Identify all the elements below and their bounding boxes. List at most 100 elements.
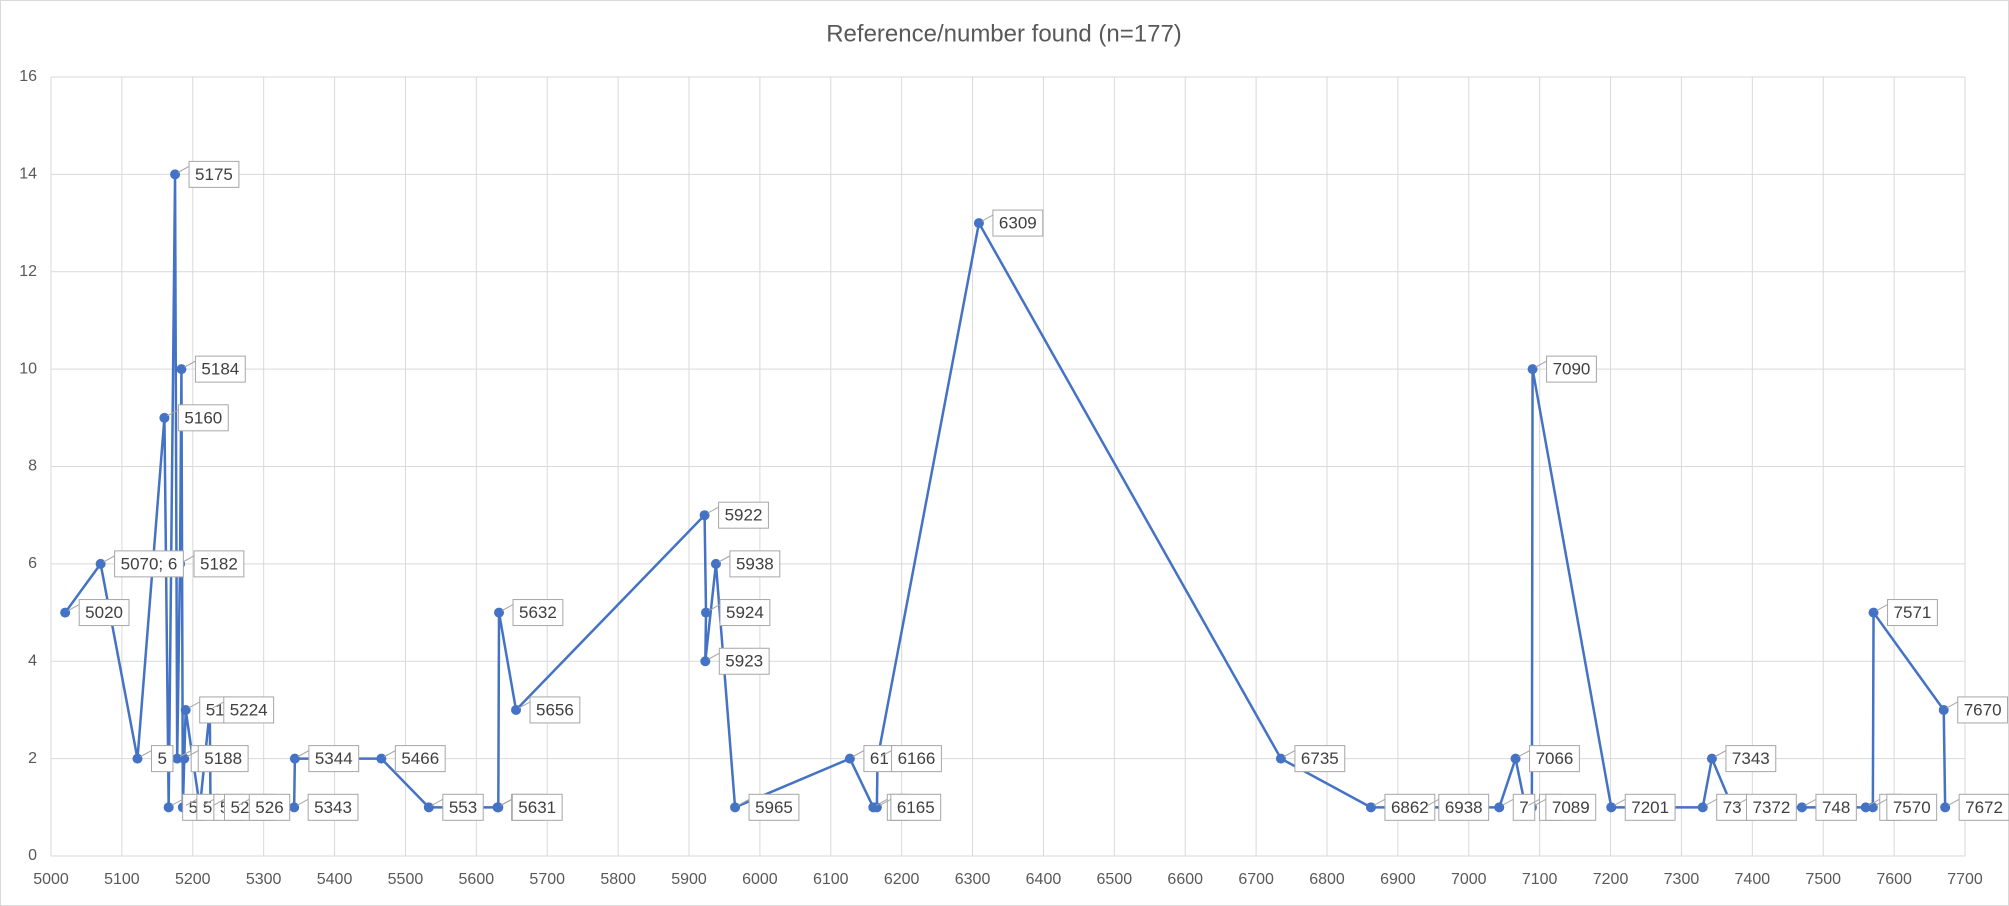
data-label-box	[197, 745, 249, 773]
data-point	[289, 753, 300, 764]
data-point	[1860, 802, 1871, 813]
label-leader	[1535, 360, 1547, 368]
data-label-box	[1384, 793, 1436, 821]
label-leader	[1534, 798, 1547, 806]
data-point	[170, 169, 181, 180]
x-tick-label: 5600	[459, 871, 495, 888]
label-leader	[1283, 750, 1296, 758]
y-tick-label: 2	[28, 750, 37, 767]
data-label-box	[1745, 793, 1797, 821]
data-point	[701, 607, 712, 618]
label-leader	[184, 360, 196, 368]
label-leader	[212, 701, 225, 709]
x-tick-label: 7100	[1522, 871, 1558, 888]
x-tick-label: 5200	[175, 871, 211, 888]
label-leader	[1427, 798, 1440, 806]
data-label: 6166	[898, 749, 936, 768]
data-label-box	[992, 209, 1044, 237]
x-tick-label: 6700	[1238, 871, 1274, 888]
y-tick-label: 8	[28, 458, 37, 475]
label-leader	[213, 798, 225, 806]
label-leader	[1614, 798, 1626, 806]
label-leader	[981, 214, 994, 222]
x-tick-label: 7400	[1735, 871, 1771, 888]
label-leader	[67, 604, 80, 612]
data-label: 73	[1723, 798, 1742, 817]
data-label: 5184	[201, 360, 239, 379]
data-point	[973, 218, 984, 229]
data-point	[1796, 802, 1807, 813]
data-label: 5	[203, 798, 212, 817]
data-label: 5924	[726, 603, 764, 622]
data-point	[871, 802, 882, 813]
label-leader	[1528, 798, 1540, 806]
label-leader	[852, 750, 865, 758]
label-leader	[1946, 701, 1958, 709]
x-tick-label: 5400	[317, 871, 353, 888]
y-tick-label: 16	[19, 68, 37, 85]
data-label: 5923	[725, 652, 763, 671]
data-label: 5965	[755, 798, 793, 817]
x-tick-label: 5500	[388, 871, 424, 888]
x-tick-label: 6300	[955, 871, 991, 888]
data-label-box	[1294, 745, 1346, 773]
data-label-box	[114, 550, 184, 578]
x-tick-label: 6000	[742, 871, 778, 888]
data-label-box	[193, 550, 245, 578]
label-leader	[1804, 798, 1817, 806]
x-tick-label: 5000	[33, 871, 69, 888]
data-label-box	[718, 647, 770, 675]
data-label: 5020	[85, 603, 123, 622]
x-tick-label: 6600	[1167, 871, 1203, 888]
data-label-box	[223, 696, 275, 724]
label-leader	[238, 798, 250, 806]
label-leader	[1947, 798, 1960, 806]
data-label: 5466	[401, 749, 439, 768]
chart-title: Reference/number found (n=177)	[826, 20, 1182, 47]
data-point	[493, 802, 504, 813]
label-leader	[384, 750, 396, 758]
x-tick-label: 6800	[1309, 871, 1345, 888]
data-point	[1494, 802, 1505, 813]
data-label: 5188	[204, 749, 242, 768]
data-label: 5632	[519, 603, 557, 622]
label-leader	[182, 555, 195, 563]
data-label-box	[1886, 793, 1938, 821]
data-point	[844, 753, 855, 764]
label-leader	[187, 750, 199, 758]
data-point	[172, 753, 183, 764]
label-leader	[876, 798, 888, 806]
data-label-box	[1716, 793, 1749, 821]
label-leader	[140, 750, 152, 758]
label-leader	[177, 165, 190, 173]
data-label: 6309	[999, 214, 1037, 233]
data-label: 7670	[1964, 700, 2002, 719]
label-leader	[518, 701, 531, 709]
label-leader	[501, 604, 514, 612]
data-label: 7089	[1552, 798, 1590, 817]
label-leader	[707, 506, 719, 514]
data-label: 6862	[1391, 798, 1429, 817]
label-leader	[188, 701, 200, 709]
data-label: 6938	[1445, 798, 1483, 817]
data-point	[710, 558, 721, 569]
data-label-box	[78, 599, 130, 627]
data-label: 5175	[195, 165, 233, 184]
data-point	[132, 753, 143, 764]
data-label: 5343	[314, 798, 352, 817]
data-label-box	[1624, 793, 1676, 821]
x-tick-label: 7300	[1664, 871, 1700, 888]
label-leader	[1875, 798, 1888, 806]
label-leader	[171, 798, 183, 806]
data-label: 5938	[736, 554, 774, 573]
data-label: 61	[870, 749, 889, 768]
data-point	[1275, 753, 1286, 764]
label-leader	[880, 750, 892, 758]
x-tick-label: 7600	[1876, 871, 1912, 888]
label-leader	[879, 798, 892, 806]
data-point	[1940, 802, 1951, 813]
data-point	[700, 656, 711, 667]
x-tick-label: 6400	[1026, 871, 1062, 888]
data-label: 5160	[184, 408, 222, 427]
